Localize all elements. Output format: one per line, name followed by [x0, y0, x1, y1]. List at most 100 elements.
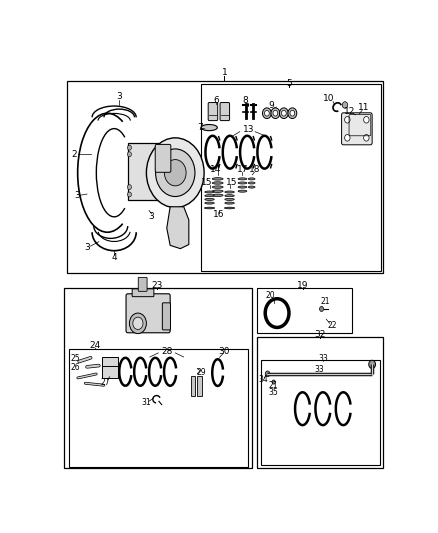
Circle shape: [155, 184, 159, 190]
FancyBboxPatch shape: [126, 294, 170, 333]
Circle shape: [155, 145, 159, 150]
Text: 2: 2: [72, 150, 77, 159]
Circle shape: [133, 317, 143, 329]
Text: 23: 23: [151, 281, 162, 290]
Circle shape: [155, 149, 195, 197]
Text: 17: 17: [237, 165, 248, 174]
Ellipse shape: [212, 186, 223, 188]
Ellipse shape: [205, 207, 215, 209]
Text: 3: 3: [84, 244, 90, 252]
Text: 13: 13: [243, 125, 254, 134]
Bar: [67, 81, 383, 273]
Circle shape: [155, 192, 159, 197]
Bar: [69, 349, 247, 467]
Text: 24: 24: [90, 341, 101, 350]
Text: 4: 4: [111, 253, 117, 262]
Circle shape: [364, 117, 369, 123]
Circle shape: [288, 108, 297, 118]
Circle shape: [127, 192, 131, 197]
Ellipse shape: [238, 190, 247, 192]
Text: 5: 5: [286, 79, 292, 88]
Ellipse shape: [205, 198, 214, 200]
Text: 8: 8: [242, 95, 248, 104]
Text: 28: 28: [161, 347, 173, 356]
Text: 21: 21: [320, 297, 330, 306]
Ellipse shape: [225, 202, 234, 204]
Bar: [201, 84, 381, 271]
Ellipse shape: [224, 207, 235, 209]
Circle shape: [272, 380, 276, 384]
Text: 3: 3: [117, 92, 122, 101]
Text: 9: 9: [268, 101, 274, 109]
Circle shape: [262, 108, 271, 118]
Bar: [257, 288, 352, 333]
Text: 30: 30: [219, 347, 230, 356]
Circle shape: [273, 110, 278, 116]
Text: 18: 18: [249, 165, 260, 174]
Text: 25: 25: [71, 354, 80, 363]
Text: 12: 12: [344, 107, 356, 116]
Ellipse shape: [238, 182, 247, 184]
Text: 14: 14: [210, 165, 222, 174]
FancyBboxPatch shape: [162, 303, 170, 330]
FancyBboxPatch shape: [191, 376, 195, 397]
FancyBboxPatch shape: [342, 113, 372, 145]
Bar: [257, 337, 383, 468]
FancyBboxPatch shape: [155, 144, 171, 172]
Text: 26: 26: [71, 363, 80, 372]
Text: 31: 31: [141, 398, 151, 407]
Text: 27: 27: [100, 377, 110, 386]
Text: 7: 7: [198, 123, 203, 132]
Ellipse shape: [205, 202, 214, 204]
Ellipse shape: [238, 186, 247, 188]
Text: 6: 6: [213, 95, 219, 104]
Text: 15: 15: [226, 179, 238, 188]
FancyBboxPatch shape: [208, 102, 218, 120]
Ellipse shape: [248, 182, 255, 184]
Polygon shape: [167, 207, 189, 248]
Ellipse shape: [201, 125, 217, 131]
Circle shape: [342, 102, 348, 108]
Ellipse shape: [248, 178, 255, 180]
Circle shape: [369, 360, 375, 368]
Circle shape: [265, 371, 270, 377]
FancyBboxPatch shape: [128, 143, 160, 200]
Circle shape: [129, 313, 146, 334]
Circle shape: [164, 159, 186, 186]
Bar: [64, 288, 251, 468]
Ellipse shape: [248, 186, 255, 188]
Circle shape: [282, 110, 286, 116]
Ellipse shape: [225, 191, 234, 193]
Ellipse shape: [212, 177, 223, 180]
Circle shape: [319, 306, 324, 311]
Text: 19: 19: [297, 281, 308, 290]
Text: 1: 1: [222, 68, 227, 77]
Ellipse shape: [212, 194, 223, 197]
Circle shape: [364, 134, 369, 141]
Text: 21: 21: [269, 381, 279, 390]
Text: 33: 33: [318, 354, 328, 363]
Circle shape: [271, 108, 280, 118]
Circle shape: [146, 138, 204, 207]
Text: 32: 32: [314, 330, 325, 340]
FancyBboxPatch shape: [220, 102, 230, 120]
FancyBboxPatch shape: [102, 366, 117, 378]
Ellipse shape: [238, 178, 247, 180]
Circle shape: [279, 108, 288, 118]
Text: 22: 22: [328, 321, 337, 330]
FancyBboxPatch shape: [132, 289, 154, 297]
Ellipse shape: [225, 198, 234, 200]
Ellipse shape: [212, 182, 223, 184]
Text: 10: 10: [323, 94, 335, 103]
Circle shape: [127, 152, 131, 157]
FancyBboxPatch shape: [197, 376, 202, 397]
Circle shape: [155, 152, 159, 157]
Circle shape: [265, 110, 269, 116]
Text: 33: 33: [314, 365, 325, 374]
Text: 20: 20: [265, 292, 275, 300]
Text: 34: 34: [258, 375, 268, 384]
Text: 3: 3: [148, 212, 154, 221]
Ellipse shape: [205, 191, 214, 193]
Circle shape: [345, 117, 350, 123]
Ellipse shape: [205, 195, 214, 197]
